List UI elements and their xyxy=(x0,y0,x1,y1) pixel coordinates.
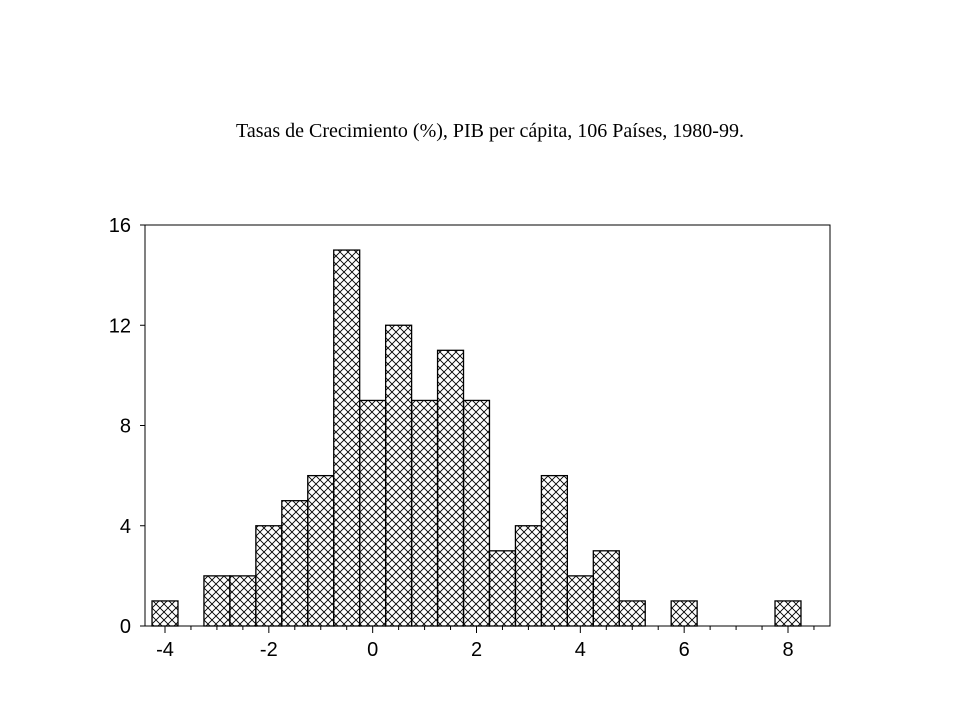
histogram-bar xyxy=(514,525,543,627)
histogram-bar xyxy=(566,575,594,627)
histogram-bar xyxy=(229,575,257,627)
histogram-bar xyxy=(618,600,646,627)
y-tick-label: 12 xyxy=(109,315,131,337)
y-tick-label: 16 xyxy=(109,215,131,237)
histogram-bar xyxy=(774,600,802,627)
histogram-bar xyxy=(670,600,698,627)
histogram-bar xyxy=(384,324,413,627)
histogram-bar xyxy=(333,249,361,627)
chart-title: Tasas de Crecimiento (%), PIB per cápita… xyxy=(236,120,744,142)
y-tick-label: 8 xyxy=(120,416,131,438)
x-axis: -4 -2 0 2 4 6 8 xyxy=(156,626,815,661)
histogram-bar xyxy=(436,349,465,627)
histogram-bar xyxy=(462,399,491,627)
x-tick-label: -2 xyxy=(260,639,278,661)
histogram-bar xyxy=(410,399,439,627)
y-tick-label: 0 xyxy=(120,616,131,638)
bars-group xyxy=(151,249,802,627)
histogram-bar xyxy=(281,500,309,627)
x-tick-label: -4 xyxy=(156,639,174,661)
x-tick-label: 4 xyxy=(575,639,586,661)
x-tick-label: 0 xyxy=(367,639,378,661)
histogram-bar xyxy=(151,600,179,627)
y-tick-label: 4 xyxy=(120,516,131,538)
histogram-bar xyxy=(540,474,569,627)
y-axis: 0 4 8 12 16 xyxy=(109,215,145,638)
histogram-bar xyxy=(203,575,231,627)
histogram-bar xyxy=(592,550,620,627)
histogram-bar xyxy=(307,474,335,627)
x-tick-label: 6 xyxy=(679,639,690,661)
x-tick-label: 2 xyxy=(471,639,482,661)
histogram-bar xyxy=(255,525,283,627)
histogram-bar xyxy=(359,399,387,627)
histogram-bar xyxy=(488,550,517,627)
x-tick-label: 8 xyxy=(782,639,793,661)
